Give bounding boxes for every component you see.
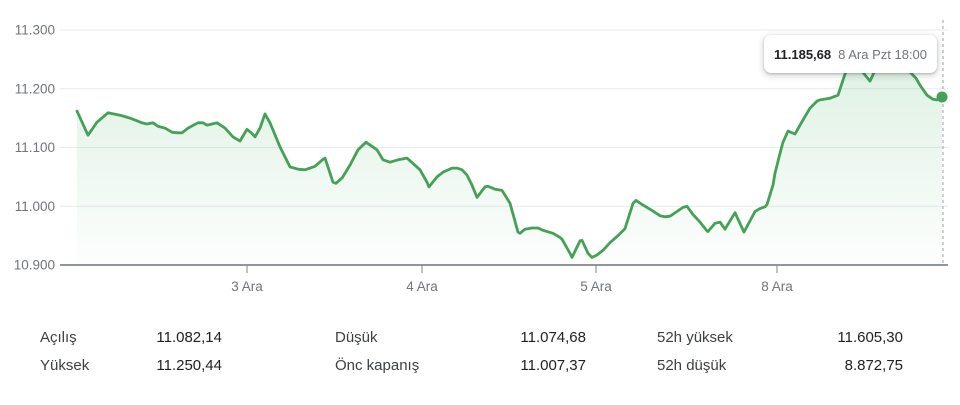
stat-onc-kapanis-value: 11.007,37 <box>520 356 586 374</box>
y-axis-label: 10.900 <box>14 258 55 273</box>
stat-yuksek-label: Yüksek <box>40 356 90 374</box>
stats-row-1: Açılış 11.082,14 Düşük 11.074,68 52h yük… <box>40 323 903 351</box>
x-axis-label: 8 Ara <box>761 279 793 294</box>
stats-row-2: Yüksek 11.250,44 Önc kapanış 11.007,37 5… <box>40 351 903 379</box>
stat-yuksek: Yüksek 11.250,44 <box>40 357 222 374</box>
stat-52h-dusuk: 52h düşük 8.872,75 <box>657 357 903 374</box>
stat-52h-yuksek-label: 52h yüksek <box>657 328 733 346</box>
stat-52h-yuksek-value: 11.605,30 <box>837 328 903 346</box>
price-chart-area[interactable]: 11.300 11.200 11.100 11.000 10.900 3 Ara 4 Ara… <box>0 0 960 310</box>
stat-yuksek-value: 11.250,44 <box>156 356 222 374</box>
chart-tooltip: 11.185,68 8 Ara Pzt 18:00 <box>764 35 938 73</box>
stat-acilis-label: Açılış <box>40 328 77 346</box>
y-axis-label: 11.200 <box>15 81 55 96</box>
price-chart-svg[interactable]: 11.300 11.200 11.100 11.000 10.900 3 Ara 4 Ara… <box>0 0 960 310</box>
stat-52h-dusuk-value: 8.872,75 <box>844 356 903 374</box>
stat-onc-kapanis: Önc kapanış 11.007,37 <box>335 357 586 374</box>
y-axis-label: 11.300 <box>15 23 55 38</box>
stat-dusuk: Düşük 11.074,68 <box>335 329 586 346</box>
stats-table: Açılış 11.082,14 Düşük 11.074,68 52h yük… <box>40 323 903 379</box>
x-axis-label: 4 Ara <box>406 279 438 294</box>
price-area-fill <box>77 58 942 265</box>
stat-onc-kapanis-label: Önc kapanış <box>335 356 420 374</box>
y-axis-label: 11.000 <box>15 199 55 214</box>
endpoint-dot <box>936 91 948 103</box>
price-line <box>75 57 944 259</box>
stat-52h-dusuk-label: 52h düşük <box>657 356 727 374</box>
stat-dusuk-value: 11.074,68 <box>520 328 586 346</box>
stat-acilis-value: 11.082,14 <box>156 328 222 346</box>
stat-dusuk-label: Düşük <box>335 328 378 346</box>
x-axis-label: 5 Ara <box>580 279 612 294</box>
stat-acilis: Açılış 11.082,14 <box>40 329 222 346</box>
tooltip-time: 8 Ara Pzt 18:00 <box>838 46 928 62</box>
x-axis-label: 3 Ara <box>231 279 263 294</box>
stat-52h-yuksek: 52h yüksek 11.605,30 <box>657 329 903 346</box>
y-axis-label: 11.100 <box>15 140 55 155</box>
tooltip-price: 11.185,68 <box>774 46 832 62</box>
